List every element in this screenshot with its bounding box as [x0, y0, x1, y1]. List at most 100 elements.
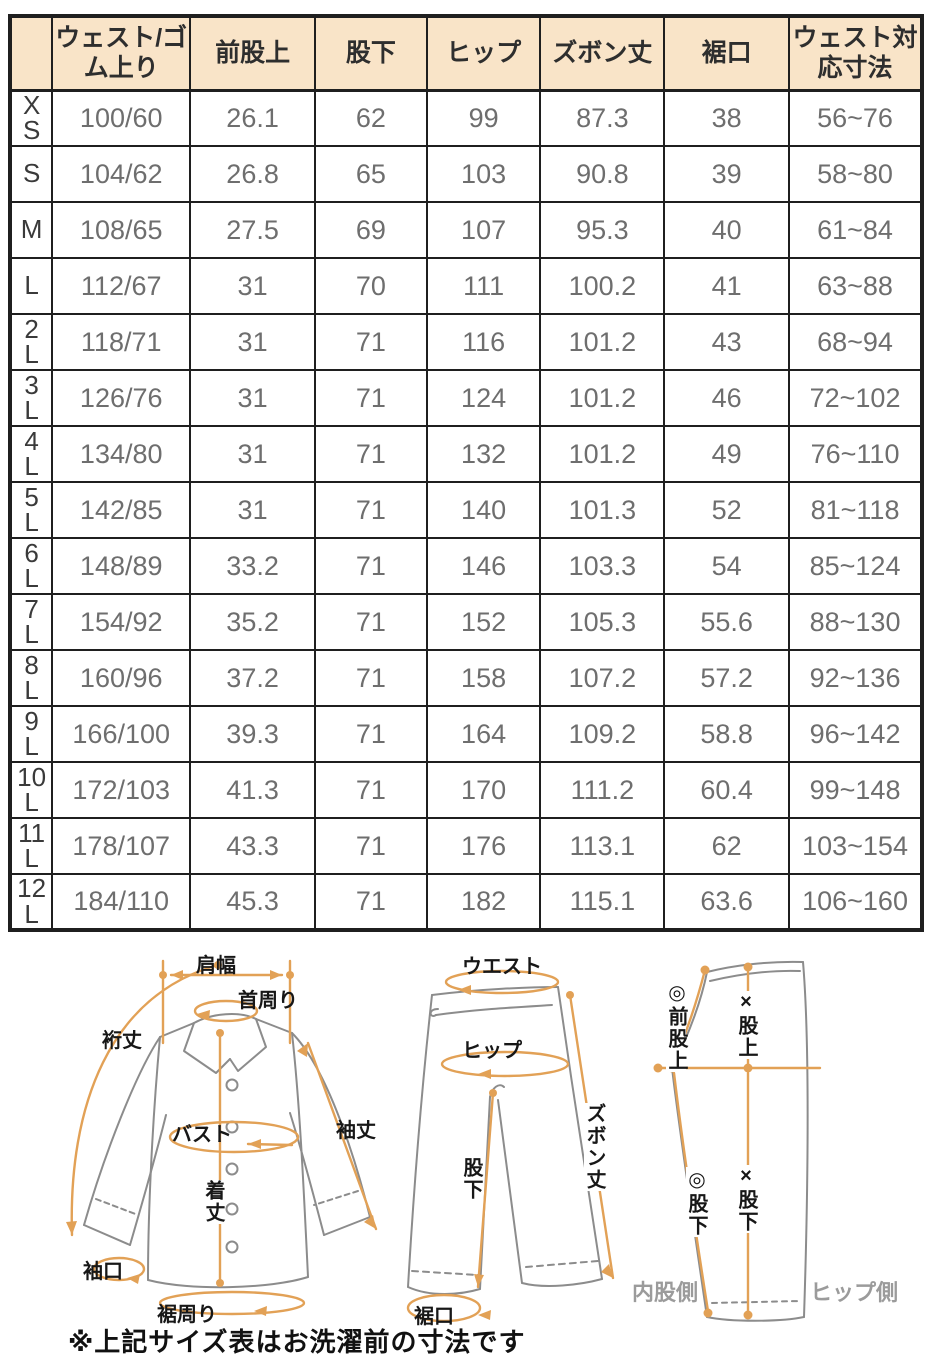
measurement-value: 39 [663, 145, 791, 203]
table-row: 12 L 184/110 45.3 71 182 115.1 63.6 106~… [8, 873, 923, 931]
measurement-value: 57.2 [663, 649, 791, 707]
measurement-value: 108/65 [51, 201, 192, 259]
measurement-value: 71 [313, 649, 428, 707]
label-inseam-b: ×股下 [735, 1165, 757, 1233]
measurement-value: 111 [425, 257, 542, 315]
measurement-value: 71 [313, 817, 428, 875]
measurement-value: 109.2 [539, 705, 666, 763]
measurement-value: 103.3 [539, 537, 666, 595]
label-neck: 首周り [238, 990, 298, 1012]
measurement-value: 146 [425, 537, 542, 595]
measurement-value: 71 [313, 537, 428, 595]
measurement-value: 158 [425, 649, 542, 707]
measurement-value: 71 [313, 705, 428, 763]
measurement-value: 118/71 [51, 313, 192, 371]
row-size-label: 11 L [8, 817, 54, 875]
pants-front-outline [407, 986, 603, 1295]
measurement-value: 178/107 [51, 817, 192, 875]
measurement-value: 92~136 [788, 649, 923, 707]
measurement-value: 126/76 [51, 369, 192, 427]
measurement-value: 99 [425, 89, 542, 147]
row-size-label: 7 L [8, 593, 54, 651]
row-size-label: L [8, 257, 54, 315]
table-row: 2 L 118/71 31 71 116 101.2 43 68~94 [8, 313, 923, 371]
measurement-value: 69 [313, 201, 428, 259]
label-hip: ヒップ [462, 1040, 522, 1062]
measurement-value: 134/80 [51, 425, 192, 483]
measurement-value: 100/60 [51, 89, 192, 147]
row-size-label: 4 L [8, 425, 54, 483]
measurement-value: 65 [313, 145, 428, 203]
pants-front-diagram [406, 969, 615, 1323]
table-row: L 112/67 31 70 111 100.2 41 63~88 [8, 257, 923, 315]
measurement-value: 31 [189, 313, 316, 371]
measurement-value: 132 [425, 425, 542, 483]
measurement-value: 72~102 [788, 369, 923, 427]
measurement-value: 35.2 [189, 593, 316, 651]
table-row: 5 L 142/85 31 71 140 101.3 52 81~118 [8, 481, 923, 539]
label-sleeve-length: 袖丈 [336, 1120, 376, 1142]
measurement-value: 58~80 [788, 145, 923, 203]
measurement-value: 101.2 [539, 369, 666, 427]
label-rise: ×股上 [735, 991, 757, 1059]
pre-wash-note: ※上記サイズ表はお洗濯前の寸法です [68, 1327, 526, 1357]
measurement-value: 49 [663, 425, 791, 483]
measurement-value: 61~84 [788, 201, 923, 259]
measurement-value: 170 [425, 761, 542, 819]
table-row: 4 L 134/80 31 71 132 101.2 49 76~110 [8, 425, 923, 483]
label-inseam: 股下 [460, 1157, 482, 1201]
measurement-value: 71 [313, 369, 428, 427]
column-header-hem: 裾口 [663, 15, 791, 92]
column-header-waist-range: ウェスト対応寸法 [788, 15, 923, 92]
measurement-value: 46 [663, 369, 791, 427]
measurement-value: 96~142 [788, 705, 923, 763]
column-header-pants-length: ズボン丈 [539, 15, 666, 92]
measurement-value: 31 [189, 369, 316, 427]
column-header-inseam: 股下 [313, 15, 428, 92]
measurement-value: 87.3 [539, 89, 666, 147]
label-body-length: 着丈 [202, 1180, 224, 1224]
measurement-value: 105.3 [539, 593, 666, 651]
measurement-value: 41 [663, 257, 791, 315]
label-bust: バスト [172, 1124, 232, 1146]
measurement-value: 107.2 [539, 649, 666, 707]
measurement-value: 37.2 [189, 649, 316, 707]
label-inseam-a: ◎股下 [685, 1167, 707, 1237]
column-header-waist: ウェスト/ゴム上り [51, 15, 192, 92]
pants-front-measure-marks [458, 985, 613, 1320]
measurement-value: 164 [425, 705, 542, 763]
label-cuff: 袖口 [83, 1261, 123, 1283]
measurement-value: 71 [313, 313, 428, 371]
measurement-value: 71 [313, 481, 428, 539]
label-yuki-length: 裄丈 [102, 1030, 142, 1052]
row-size-label: S [8, 145, 54, 203]
measurement-value: 68~94 [788, 313, 923, 371]
row-size-label: 9 L [8, 705, 54, 763]
measurement-value: 116 [425, 313, 542, 371]
measurement-value: 104/62 [51, 145, 192, 203]
table-row: X S 100/60 26.1 62 99 87.3 38 56~76 [8, 89, 923, 147]
measurement-value: 60.4 [663, 761, 791, 819]
measurement-value: 54 [663, 537, 791, 595]
measurement-value: 166/100 [51, 705, 192, 763]
label-shoulder-width: 肩幅 [196, 955, 236, 977]
measurement-value: 100.2 [539, 257, 666, 315]
measurement-diagrams: 肩幅 首周り 裄丈 バスト 着丈 袖丈 袖口 裾周り ウエスト ヒップ ズボン丈… [0, 935, 940, 1360]
measurement-value: 85~124 [788, 537, 923, 595]
measurement-value: 101.2 [539, 313, 666, 371]
measurement-value: 154/92 [51, 593, 192, 651]
measurement-value: 33.2 [189, 537, 316, 595]
measurement-value: 71 [313, 425, 428, 483]
measurement-value: 115.1 [539, 873, 666, 931]
row-size-label: 5 L [8, 481, 54, 539]
measurement-value: 95.3 [539, 201, 666, 259]
label-inner-thigh-side: 内股側 [632, 1280, 699, 1305]
measurement-value: 90.8 [539, 145, 666, 203]
table-row: S 104/62 26.8 65 103 90.8 39 58~80 [8, 145, 923, 203]
measurement-value: 142/85 [51, 481, 192, 539]
measurement-value: 172/103 [51, 761, 192, 819]
measurement-value: 148/89 [51, 537, 192, 595]
table-row: 8 L 160/96 37.2 71 158 107.2 57.2 92~136 [8, 649, 923, 707]
measurement-value: 26.8 [189, 145, 316, 203]
measurement-value: 31 [189, 425, 316, 483]
